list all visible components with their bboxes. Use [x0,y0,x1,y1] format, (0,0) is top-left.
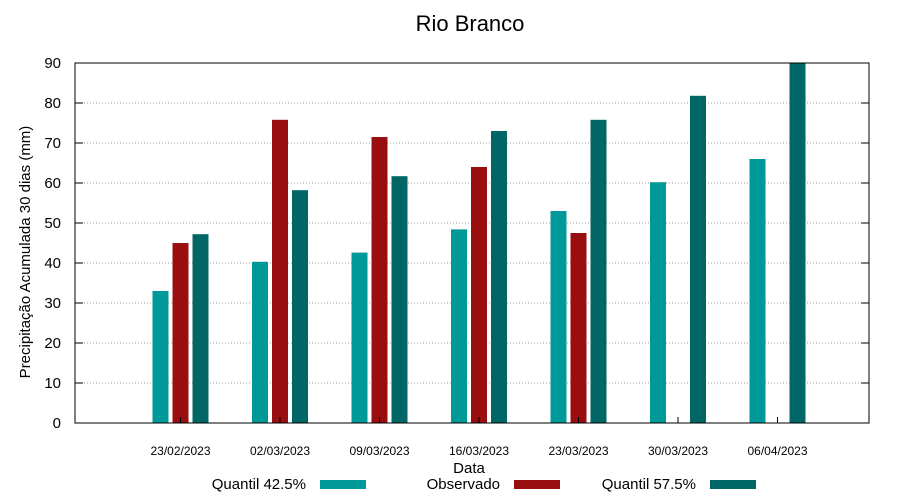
x-tick-label: 02/03/2023 [250,444,310,458]
y-tick-label: 50 [44,215,61,232]
y-tick-label: 0 [53,415,61,432]
y-tick-label: 40 [44,255,61,272]
bar-observado-2 [371,137,388,423]
bar-quantil-57-5--4 [590,119,607,424]
bar-quantil-42-5--0 [152,291,169,423]
y-tick-label: 90 [44,55,61,72]
chart-title: Rio Branco [416,11,525,36]
bar-quantil-57-5--2 [391,176,408,423]
x-tick-label: 23/03/2023 [548,444,608,458]
bars [152,63,806,424]
bar-quantil-42-5--4 [550,211,567,423]
bar-observado-3 [471,167,487,423]
legend-label: Quantil 42.5% [212,476,306,493]
y-tick-label: 20 [44,335,61,352]
y-tick-label: 80 [44,95,61,112]
x-axis-ticks: 23/02/2023 02/03/2023 09/03/2023 16/03/2023… [150,417,808,458]
plot-frame [74,62,870,424]
legend-label: Observado [427,476,500,493]
y-tick-label: 70 [44,135,61,152]
legend-swatch [514,480,560,489]
legend-swatch [320,480,366,489]
bar-observado-4 [570,233,587,423]
y-axis-label: Precipitação Acumulada 30 dias (mm) [17,126,34,379]
x-tick-label: 06/04/2023 [747,444,807,458]
x-tick-label: 16/03/2023 [449,444,509,458]
bar-quantil-57-5--6 [789,63,806,423]
y-tick-label: 10 [44,375,61,392]
x-axis-label: Data [453,460,485,477]
x-tick-label: 23/02/2023 [150,444,210,458]
x-tick-label: 30/03/2023 [648,444,708,458]
legend-label: Quantil 57.5% [602,476,696,493]
bar-observado-1 [272,119,288,424]
bar-quantil-57-5--1 [292,190,308,423]
y-axis-ticks: 0 10 20 30 40 50 60 70 80 90 [44,55,869,432]
bar-quantil-42-5--1 [252,261,268,423]
bar-quantil-42-5--3 [451,229,467,423]
x-tick-label: 09/03/2023 [349,444,409,458]
legend-swatch [710,480,756,489]
bar-quantil-57-5--0 [192,234,209,423]
legend: Quantil 42.5% Observado Quantil 57.5% [212,476,756,493]
y-tick-label: 60 [44,175,61,192]
bar-quantil-42-5--5 [650,182,666,423]
bar-quantil-42-5--6 [749,159,766,423]
bar-quantil-42-5--2 [351,252,368,423]
y-tick-label: 30 [44,295,61,312]
bar-quantil-57-5--3 [491,131,507,423]
bar-quantil-57-5--5 [690,95,706,424]
bar-observado-0 [172,243,189,423]
